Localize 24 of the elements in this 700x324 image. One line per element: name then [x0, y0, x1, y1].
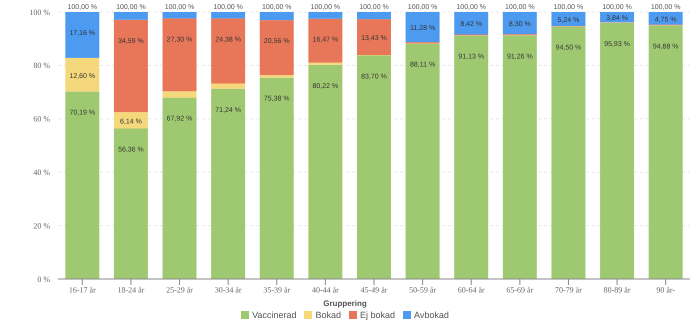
x-tick-label: 30-34 år	[214, 286, 242, 295]
legend-label: Bokad	[314, 310, 341, 320]
x-tick-label: 16-17 år	[68, 286, 96, 295]
y-tick-label: 0 %	[37, 274, 50, 284]
legend-label: Ej bokad	[358, 310, 396, 320]
legend-title: Gruppering	[322, 299, 368, 308]
x-tick-label: 18-24 år	[117, 286, 145, 295]
x-tick-label: 65-69 år	[506, 286, 534, 295]
legend-label: Vaccinerad	[251, 310, 296, 320]
y-tick-label: 40 %	[33, 168, 50, 178]
y-tick-label: 100 %	[29, 8, 50, 17]
x-tick-label: 70-79 år	[555, 286, 582, 295]
y-tick-label: 80 %	[33, 61, 50, 70]
x-tick-label: 35-39 år	[263, 286, 291, 295]
x-tick-label: 40-44 år	[312, 286, 340, 295]
x-tick-label: 25-29 år	[166, 286, 194, 295]
y-tick-label: 20 %	[33, 221, 50, 230]
x-tick-label: 80-89 år	[604, 286, 631, 295]
x-tick-label: 45-49 år	[360, 286, 388, 295]
x-tick-label: 60-64 år	[458, 286, 485, 295]
legend-label: Avbokad	[413, 310, 449, 320]
x-tick-label: 50-59 år	[409, 286, 436, 295]
y-tick-label: 60 %	[33, 114, 50, 124]
x-tick-label: 90 år-	[656, 286, 676, 295]
